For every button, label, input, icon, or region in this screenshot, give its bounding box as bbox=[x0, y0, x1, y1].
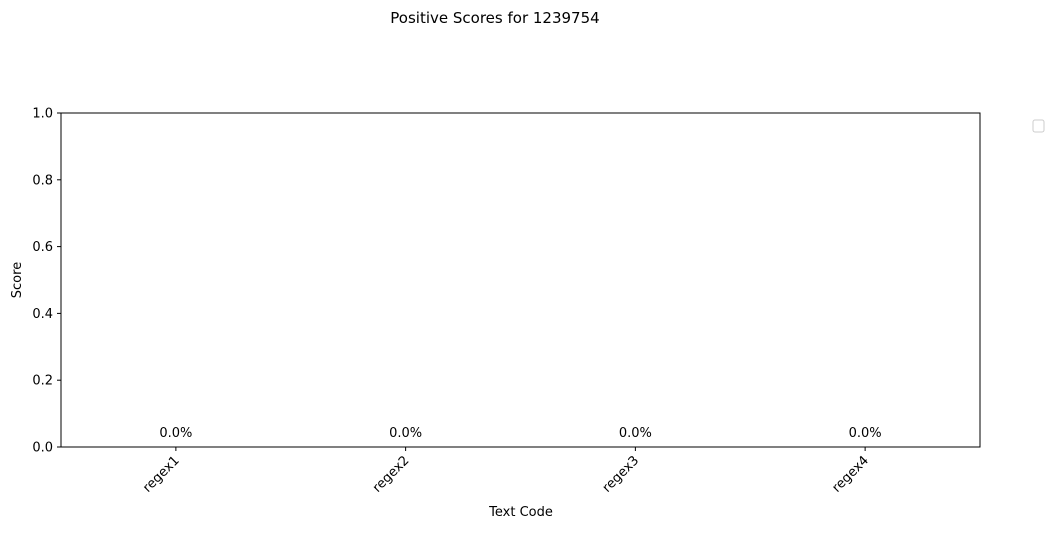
data-label: 0.0% bbox=[389, 426, 422, 441]
x-tick-label: regex4 bbox=[829, 453, 871, 495]
legend-box bbox=[1032, 119, 1045, 133]
x-tick-label: regex2 bbox=[370, 453, 412, 495]
x-axis: regex1 regex2 regex3 regex4 bbox=[140, 447, 872, 496]
data-label: 0.0% bbox=[849, 426, 882, 441]
x-tick-label: regex1 bbox=[140, 453, 182, 495]
y-tick-label: 0.2 bbox=[32, 374, 53, 389]
chart-title: Positive Scores for 1239754 bbox=[390, 9, 599, 27]
y-tick-label: 0.8 bbox=[32, 173, 53, 188]
plot-area: 0.0% 0.0% 0.0% 0.0% bbox=[60, 112, 981, 448]
y-tick-label: 0.0 bbox=[32, 441, 53, 456]
data-label: 0.0% bbox=[159, 426, 192, 441]
y-tick-label: 1.0 bbox=[32, 107, 53, 122]
data-labels-group: 0.0% 0.0% 0.0% 0.0% bbox=[159, 426, 881, 441]
data-label: 0.0% bbox=[619, 426, 652, 441]
y-axis-label: Score bbox=[10, 262, 25, 298]
plot-frame bbox=[60, 112, 981, 448]
y-axis: 0.0 0.2 0.4 0.6 0.8 1.0 bbox=[32, 107, 61, 456]
x-axis-label: Text Code bbox=[488, 505, 553, 520]
y-tick-label: 0.4 bbox=[32, 307, 53, 322]
y-tick-label: 0.6 bbox=[32, 240, 53, 255]
x-tick-label: regex3 bbox=[600, 453, 642, 495]
